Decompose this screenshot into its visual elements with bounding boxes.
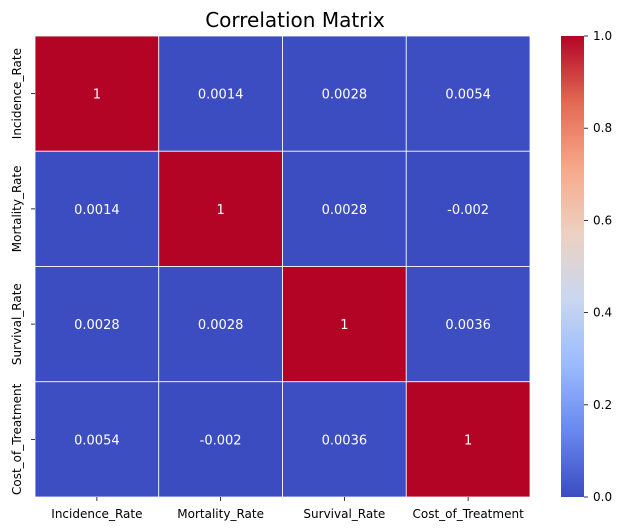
cell-value-label: 1 [464,433,472,448]
y-tick-label: Survival_Rate [10,283,24,365]
heatmap-cell [405,381,531,498]
colorbar-tick-label: 0.2 [593,398,612,412]
x-tick-label: Incidence_Rate [51,507,142,521]
cell-value-label: 0.0036 [445,318,491,333]
heatmap-cell [158,381,283,498]
cell-value-label: 0.0028 [74,318,120,333]
colorbar: 0.0 0.2 0.4 0.6 0.8 1.0 [561,29,612,504]
heatmap-cell [405,35,531,152]
heatmap-cell-labels: 1 0.0014 0.0028 0.0054 0.0014 1 0.0028 -0.002 0.… [74,88,491,449]
x-tick-label: Mortality_Rate [177,507,264,521]
cell-value-label: 0.0054 [445,88,491,103]
heatmap-cell [282,35,407,152]
y-tick-label: Mortality_Rate [10,166,24,253]
heatmap-cell [282,150,407,267]
cell-value-label: 0.0028 [322,88,368,103]
cell-value-label: 0.0054 [74,433,120,448]
y-tick-label: Incidence_Rate [10,48,24,139]
x-axis: Incidence_Rate Mortality_Rate Survival_Rat… [51,497,524,521]
x-tick-label: Cost_of_Treatment [412,507,524,521]
colorbar-tick-label: 1.0 [593,29,612,43]
colorbar-tick-label: 0.0 [593,490,612,504]
cell-value-label: 1 [216,203,224,218]
cell-value-label: 0.0028 [322,203,368,218]
colorbar-bar [561,36,584,497]
colorbar-tick-label: 0.4 [593,306,612,320]
heatmap-cell [158,266,283,383]
cell-value-label: 0.0028 [198,318,244,333]
heatmap-cell [405,150,531,267]
heatmap-cell [282,381,407,498]
colorbar-tick-label: 0.8 [593,121,612,135]
y-tick-label: Cost_of_Treatment [10,383,24,495]
chart-title: Correlation Matrix [205,8,385,32]
y-axis: Incidence_Rate Mortality_Rate Survival_Rat… [10,48,35,495]
heatmap-cell [158,150,283,267]
x-tick-label: Survival_Rate [303,507,385,521]
cell-value-label: 0.0014 [74,203,120,218]
cell-value-label: 1 [93,88,101,103]
heatmap-cells [34,35,531,498]
cell-value-label: 0.0036 [322,433,368,448]
cell-value-label: -0.002 [200,433,242,448]
heatmap-cell [158,35,283,152]
heatmap-cell [34,381,160,498]
heatmap-cell [34,35,160,152]
cell-value-label: -0.002 [447,203,489,218]
heatmap-cell [405,266,531,383]
cell-value-label: 1 [340,318,348,333]
heatmap-cell [34,150,160,267]
cell-value-label: 0.0014 [198,88,244,103]
colorbar-tick-label: 0.6 [593,213,612,227]
